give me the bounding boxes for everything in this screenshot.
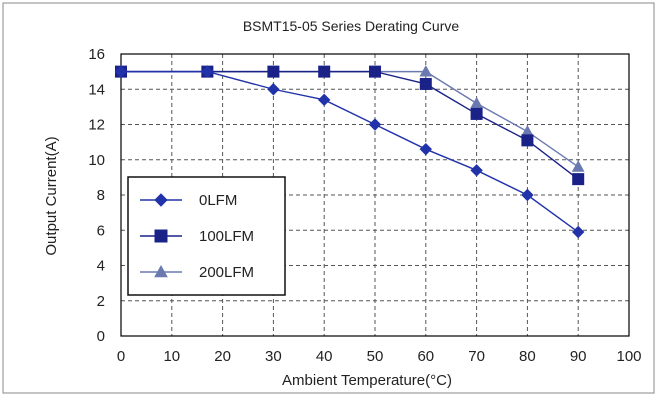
y-tick-label: 16 [88,46,105,63]
data-point [470,107,483,120]
data-point [267,65,280,78]
x-tick-label: 60 [417,348,434,365]
y-tick-label: 10 [88,152,105,169]
legend: 0LFM 100LFM 200LFM [127,176,286,296]
chart-title: BSMT15-05 Series Derating Curve [243,18,460,34]
legend-swatch-marker [154,229,168,243]
legend-label: 0LFM [199,192,237,209]
data-point [521,188,534,202]
y-tick-label: 14 [88,81,105,98]
x-tick-label: 100 [616,348,641,365]
y-axis-title: Output Current(A) [43,136,60,255]
y-tick-label: 2 [97,293,105,310]
data-point [317,93,331,107]
x-tick-label: 40 [316,348,333,365]
legend-label: 100LFM [199,228,254,245]
data-point [470,164,483,177]
data-point [419,77,432,90]
x-tick-label: 90 [570,348,587,365]
legend-label: 200LFM [199,264,254,281]
x-tick-label: 70 [468,348,485,365]
data-point [470,96,483,109]
legend-entry: 0LFM [140,192,237,209]
x-tick-label: 50 [367,348,384,365]
x-tick-label: 30 [265,348,282,365]
x-tick-label: 20 [214,348,231,365]
y-tick-label: 8 [97,187,105,204]
data-point [419,65,433,77]
data-point [201,65,214,78]
legend-entry: 100LFM [140,228,254,245]
y-tick-label: 4 [97,258,105,275]
x-tick-label: 0 [117,348,125,365]
legend-swatch-marker [154,264,168,278]
data-point [318,65,331,78]
y-tick-label: 0 [97,328,105,345]
series-layer [114,65,585,239]
plot-area-border [120,53,630,337]
data-point [571,225,585,239]
y-tick-label: 12 [88,117,105,134]
legend-entry: 200LFM [140,264,254,281]
data-point [368,118,382,131]
series-0lfm [114,65,585,239]
data-point [369,65,381,78]
x-tick-label: 10 [163,348,180,365]
x-tick-label: 80 [519,348,536,365]
y-tick-label: 6 [97,222,105,239]
data-point [419,142,433,156]
x-axis-title: Ambient Temperature(°C) [282,372,452,389]
data-point [571,160,585,172]
data-point [572,173,585,186]
legend-swatch-marker [154,193,168,207]
data-point [114,65,128,78]
tick-layer: 0 10 20 30 40 50 60 70 80 90 100 0 2 4 6 8 10 12 14 16 [88,46,641,365]
data-point [521,134,534,147]
data-point [267,83,280,96]
